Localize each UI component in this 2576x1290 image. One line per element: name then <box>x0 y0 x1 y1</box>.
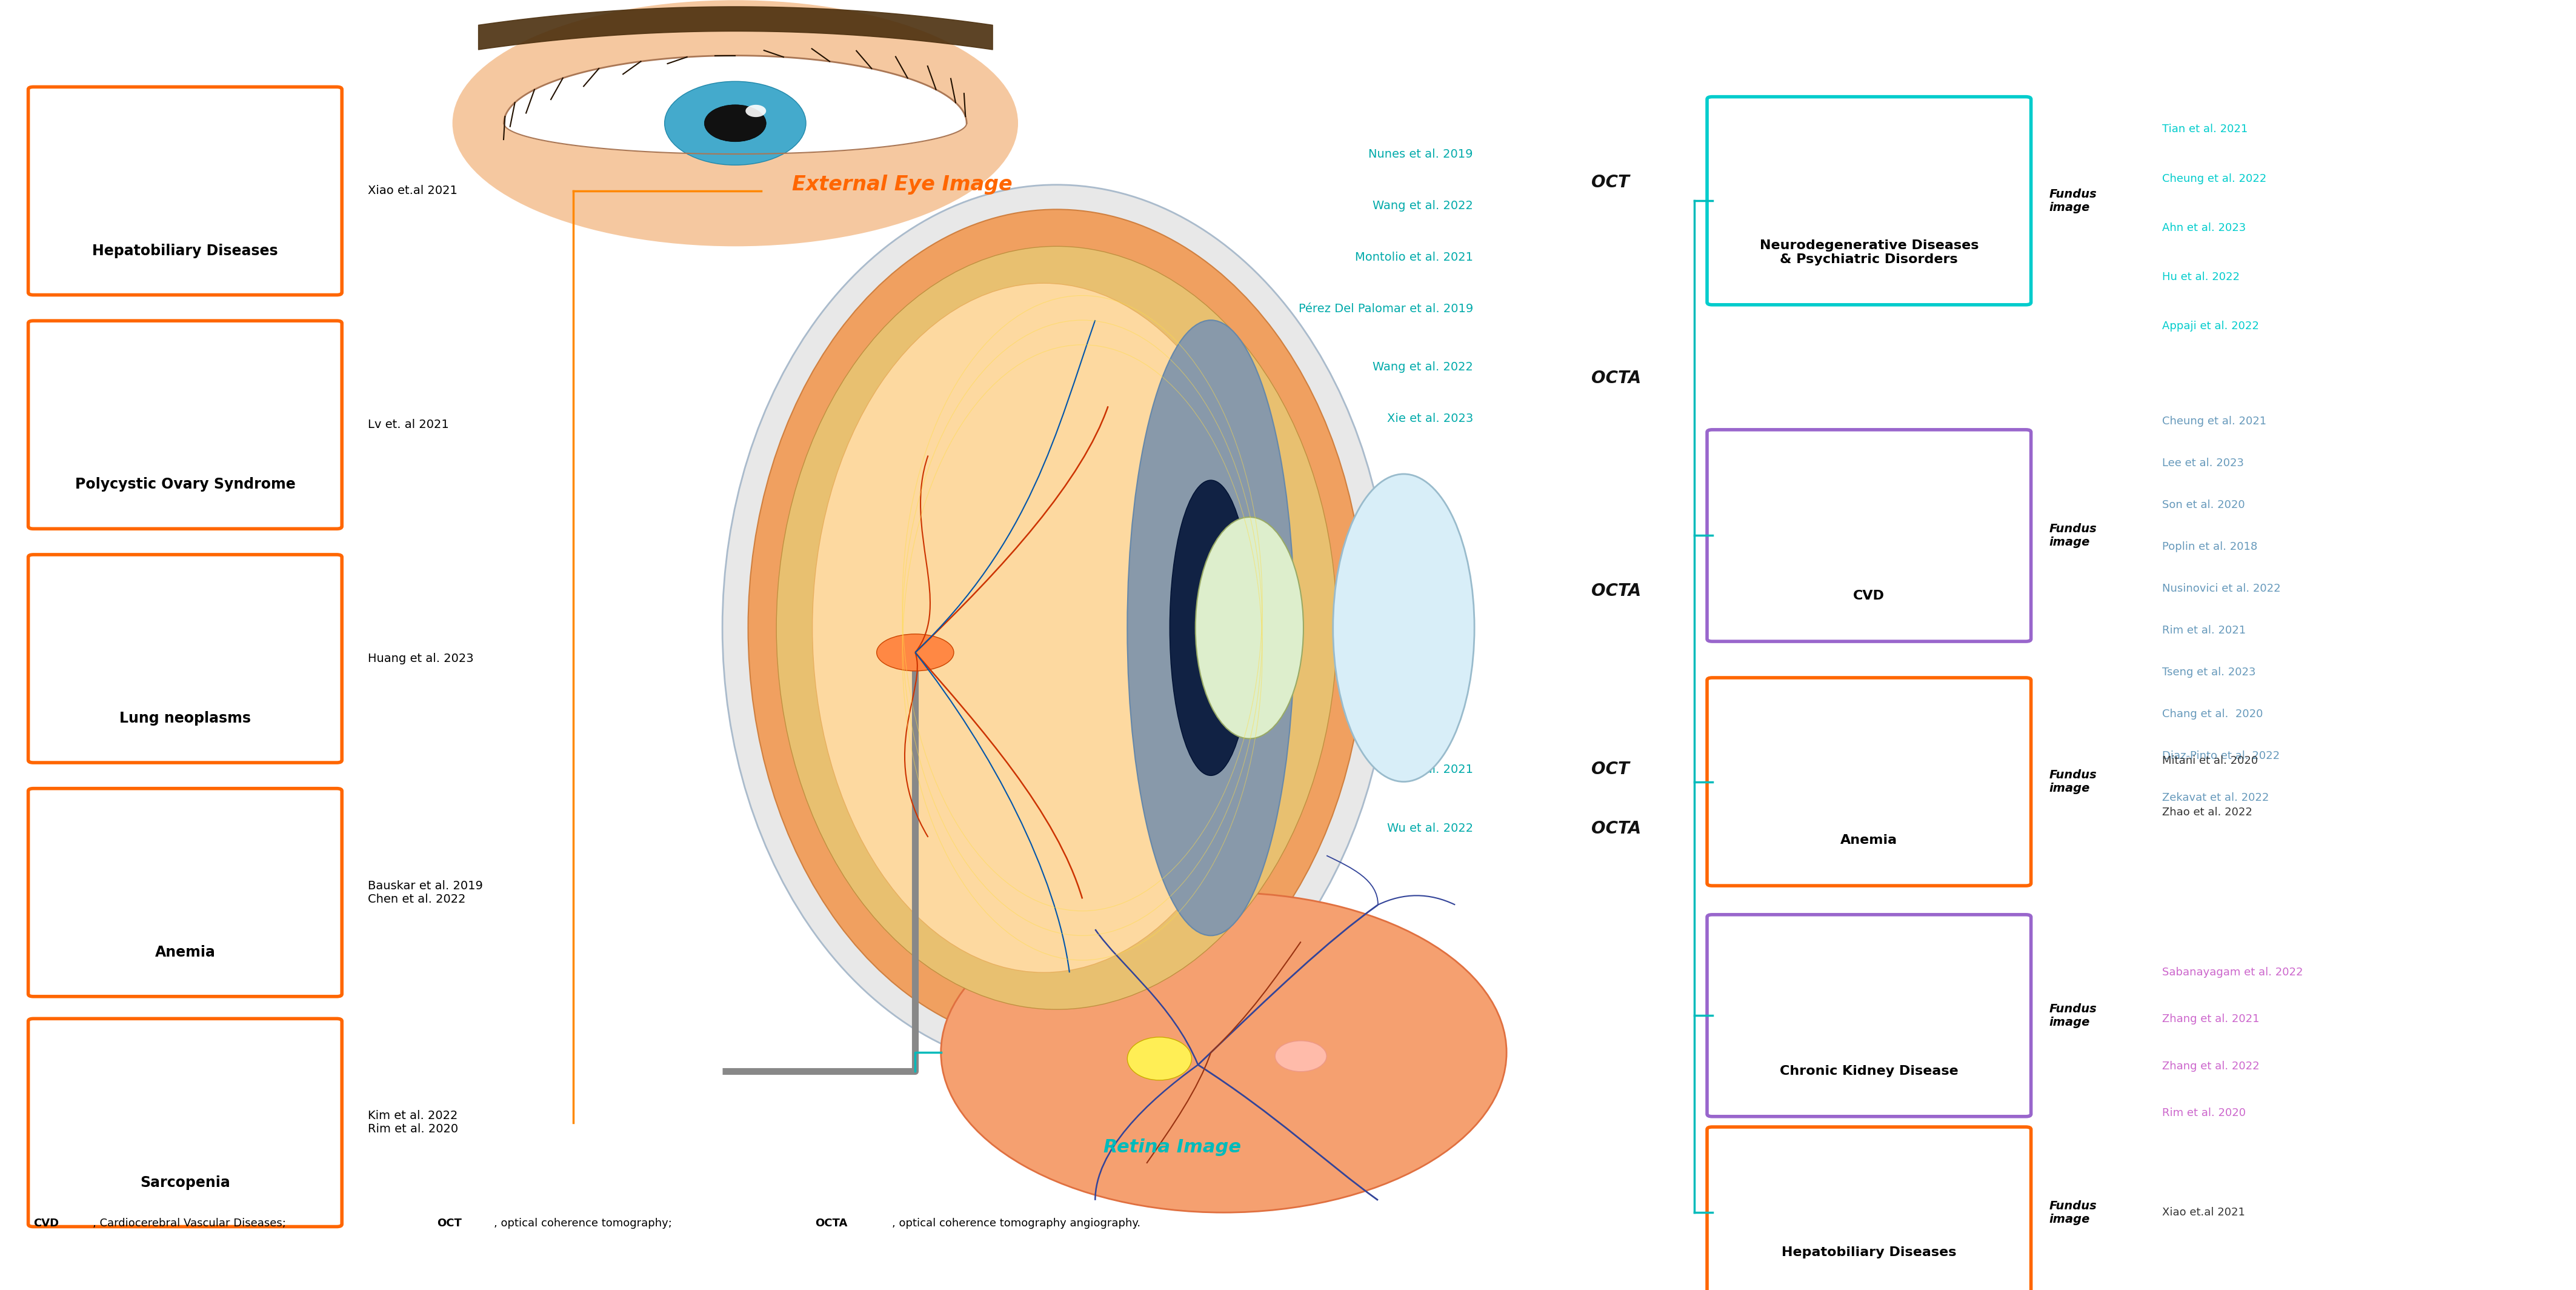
FancyBboxPatch shape <box>1708 430 2030 641</box>
Text: Hu et al. 2022: Hu et al. 2022 <box>2161 272 2239 283</box>
Text: Fundus
image: Fundus image <box>2048 1200 2097 1226</box>
Text: Poplin et al. 2018: Poplin et al. 2018 <box>2161 542 2257 552</box>
FancyBboxPatch shape <box>1708 915 2030 1117</box>
Text: Wu et al. 2022: Wu et al. 2022 <box>1386 823 1473 835</box>
Ellipse shape <box>1128 320 1293 935</box>
Text: Pérez Del Palomar et al. 2019: Pérez Del Palomar et al. 2019 <box>1298 303 1473 315</box>
Text: , optical coherence tomography angiography.: , optical coherence tomography angiograp… <box>891 1218 1141 1228</box>
Text: Wei et al. 2021: Wei et al. 2021 <box>1383 764 1473 775</box>
Text: Huang et al. 2023: Huang et al. 2023 <box>368 653 474 664</box>
Ellipse shape <box>1275 1041 1327 1072</box>
Text: Polycystic Ovary Syndrome: Polycystic Ovary Syndrome <box>75 477 296 491</box>
Text: Tian et al. 2021: Tian et al. 2021 <box>2161 124 2249 135</box>
FancyBboxPatch shape <box>28 788 343 996</box>
Text: Lung neoplasms: Lung neoplasms <box>118 711 250 726</box>
Text: Son et al. 2020: Son et al. 2020 <box>2161 499 2244 511</box>
Text: Nusinovici et al. 2022: Nusinovici et al. 2022 <box>2161 583 2280 593</box>
Text: External Eye Image: External Eye Image <box>793 174 1012 195</box>
FancyBboxPatch shape <box>1708 1127 2030 1290</box>
Text: OCT: OCT <box>1592 174 1631 191</box>
Text: Diaz-Pinto et al. 2022: Diaz-Pinto et al. 2022 <box>2161 751 2280 761</box>
Ellipse shape <box>665 81 806 165</box>
Text: Cheung et al. 2021: Cheung et al. 2021 <box>2161 415 2267 427</box>
Text: CVD: CVD <box>1852 590 1886 602</box>
FancyBboxPatch shape <box>1708 97 2030 304</box>
Text: Xiao et.al 2021: Xiao et.al 2021 <box>2161 1207 2246 1218</box>
Text: Hepatobiliary Diseases: Hepatobiliary Diseases <box>1783 1246 1955 1259</box>
Text: Anemia: Anemia <box>1839 835 1899 846</box>
FancyBboxPatch shape <box>28 1019 343 1227</box>
FancyBboxPatch shape <box>28 86 343 295</box>
Text: Rim et al. 2021: Rim et al. 2021 <box>2161 624 2246 636</box>
Circle shape <box>876 633 953 671</box>
Text: Bauskar et al. 2019
Chen et al. 2022: Bauskar et al. 2019 Chen et al. 2022 <box>368 880 482 904</box>
Ellipse shape <box>1170 480 1252 775</box>
Text: Ahn et al. 2023: Ahn et al. 2023 <box>2161 222 2246 233</box>
Ellipse shape <box>747 209 1365 1046</box>
Text: Fundus
image: Fundus image <box>2048 769 2097 795</box>
Ellipse shape <box>453 0 1018 246</box>
Text: Hepatobiliary Diseases: Hepatobiliary Diseases <box>93 244 278 258</box>
Ellipse shape <box>940 893 1507 1213</box>
Text: OCT: OCT <box>1592 761 1631 778</box>
Text: Anemia: Anemia <box>155 946 216 960</box>
Polygon shape <box>505 55 966 154</box>
Text: Mitani et al. 2020: Mitani et al. 2020 <box>2161 756 2259 766</box>
Text: Fundus
image: Fundus image <box>2048 188 2097 213</box>
Ellipse shape <box>1128 1037 1193 1080</box>
Text: Zekavat et al. 2022: Zekavat et al. 2022 <box>2161 792 2269 804</box>
Ellipse shape <box>1195 517 1303 739</box>
Text: Appaji et al. 2022: Appaji et al. 2022 <box>2161 321 2259 332</box>
Text: OCT: OCT <box>438 1218 461 1228</box>
FancyBboxPatch shape <box>28 555 343 762</box>
Text: Zhang et al. 2022: Zhang et al. 2022 <box>2161 1060 2259 1072</box>
Ellipse shape <box>721 184 1391 1071</box>
Text: Sabanayagam et al. 2022: Sabanayagam et al. 2022 <box>2161 968 2303 978</box>
Text: Lv et. al 2021: Lv et. al 2021 <box>368 419 448 431</box>
Text: Wang et al. 2022: Wang et al. 2022 <box>1373 200 1473 212</box>
Text: Chronic Kidney Disease: Chronic Kidney Disease <box>1780 1066 1958 1077</box>
Text: Xiao et.al 2021: Xiao et.al 2021 <box>368 186 456 196</box>
Text: Cheung et al. 2022: Cheung et al. 2022 <box>2161 173 2267 184</box>
Text: CVD: CVD <box>33 1218 59 1228</box>
Text: OCTA: OCTA <box>1592 820 1641 837</box>
Ellipse shape <box>1332 473 1473 782</box>
Text: Lee et al. 2023: Lee et al. 2023 <box>2161 458 2244 468</box>
Text: OCTA: OCTA <box>1592 583 1641 600</box>
Text: Kim et al. 2022
Rim et al. 2020: Kim et al. 2022 Rim et al. 2020 <box>368 1111 459 1135</box>
Text: Zhang et al. 2021: Zhang et al. 2021 <box>2161 1014 2259 1024</box>
Text: Rim et al. 2020: Rim et al. 2020 <box>2161 1107 2246 1118</box>
Text: Montolio et al. 2021: Montolio et al. 2021 <box>1355 252 1473 263</box>
FancyBboxPatch shape <box>28 321 343 529</box>
Text: Zhao et al. 2022: Zhao et al. 2022 <box>2161 808 2251 818</box>
Text: , optical coherence tomography;: , optical coherence tomography; <box>495 1218 675 1228</box>
Ellipse shape <box>811 284 1275 973</box>
Ellipse shape <box>775 246 1337 1009</box>
Ellipse shape <box>703 104 765 142</box>
Text: OCTA: OCTA <box>1592 369 1641 387</box>
Text: Duan et al. 2022: Duan et al. 2022 <box>1376 586 1473 597</box>
Ellipse shape <box>744 104 765 117</box>
Text: Tseng et al. 2023: Tseng et al. 2023 <box>2161 667 2257 677</box>
Text: Chang et al.  2020: Chang et al. 2020 <box>2161 708 2262 720</box>
Text: Nunes et al. 2019: Nunes et al. 2019 <box>1368 148 1473 160</box>
Text: Neurodegenerative Diseases
& Psychiatric Disorders: Neurodegenerative Diseases & Psychiatric… <box>1759 239 1978 266</box>
Text: Fundus
image: Fundus image <box>2048 1004 2097 1028</box>
Text: Fundus
image: Fundus image <box>2048 524 2097 548</box>
Text: Xie et al. 2023: Xie et al. 2023 <box>1386 413 1473 424</box>
Text: Wang et al. 2022: Wang et al. 2022 <box>1373 361 1473 373</box>
FancyBboxPatch shape <box>1708 677 2030 886</box>
Text: OCTA: OCTA <box>814 1218 848 1228</box>
Text: , Cardiocerebral Vascular Diseases;: , Cardiocerebral Vascular Diseases; <box>93 1218 289 1228</box>
Text: Retina Image: Retina Image <box>1103 1139 1242 1156</box>
Text: Sarcopenia: Sarcopenia <box>139 1175 229 1189</box>
